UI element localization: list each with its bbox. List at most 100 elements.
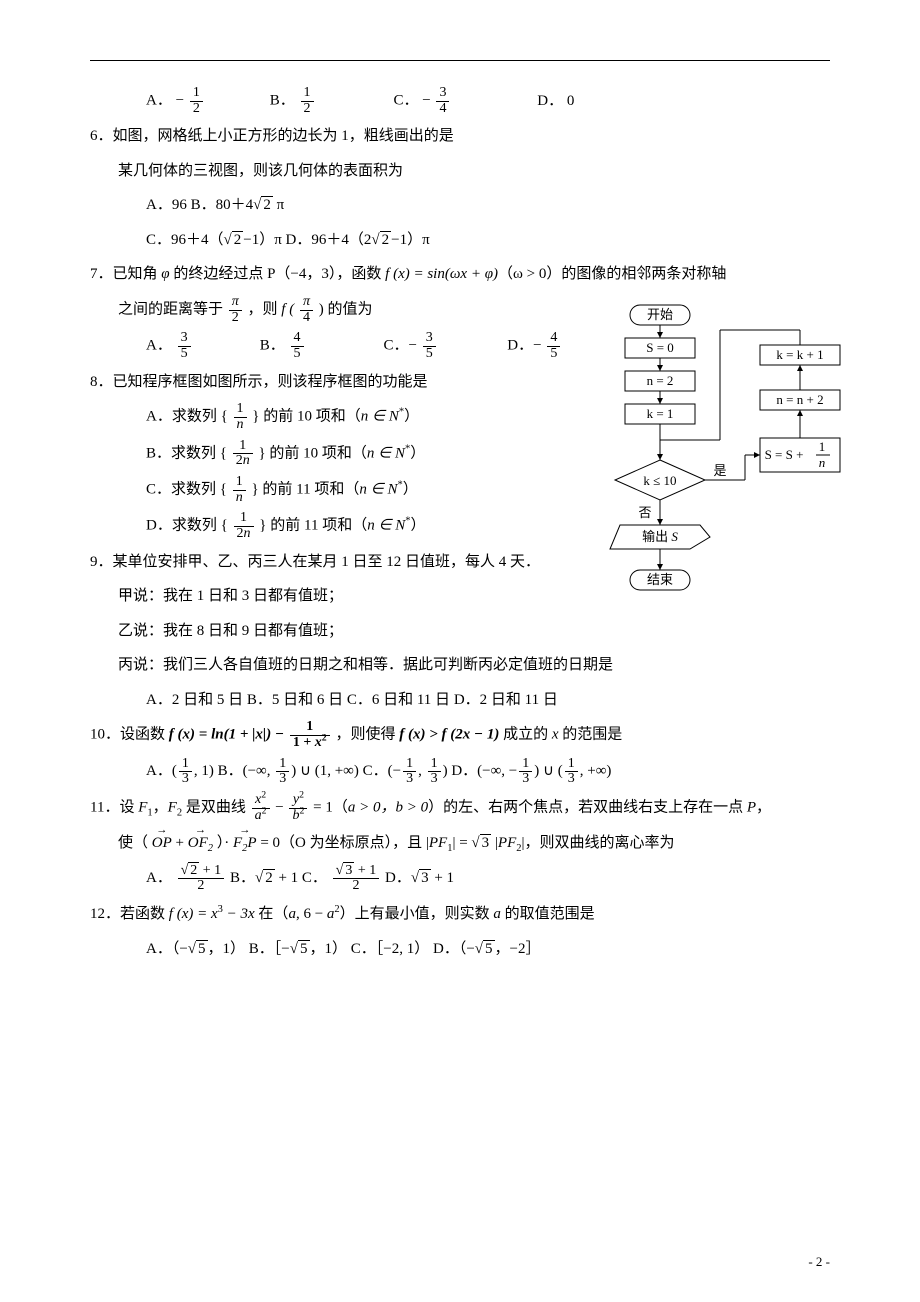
- q6-optC: C．96＋4（2−1）π: [146, 232, 286, 248]
- val: 0: [567, 93, 575, 109]
- q9-options: A．2 日和 5 日 B．5 日和 6 日 C．6 日和 11 日 D．2 日和…: [90, 686, 830, 715]
- frac: 2 + 12: [178, 864, 225, 894]
- q12-optD: D．（−5，−2］: [433, 941, 541, 957]
- t: ）上有最小值，则实数: [340, 906, 494, 922]
- fc-upd-k: k = k + 1: [776, 347, 823, 362]
- q12-line1: 12．若函数 f (x) = x3 − 3x 在（a, 6 − a2）上有最小值…: [90, 900, 830, 929]
- frac: 13: [428, 757, 441, 787]
- t: 已知程序框图如图所示，则该程序框图的功能是: [113, 374, 428, 390]
- t: ，: [153, 800, 168, 816]
- q6-optA: A．96: [146, 197, 187, 213]
- label: D．(−∞, −: [451, 763, 517, 779]
- label: D．: [537, 93, 563, 109]
- frac: 13: [179, 757, 192, 787]
- t: ，1）: [310, 941, 348, 957]
- qnum: 8．: [90, 374, 113, 390]
- page-number: - 2 -: [808, 1254, 830, 1270]
- pre: D．求数列 {: [146, 518, 228, 534]
- fc-cond: k ≤ 10: [643, 473, 676, 488]
- t: 之间的距离等于: [118, 302, 227, 318]
- qnum: 12．: [90, 906, 120, 922]
- F2: F: [168, 800, 177, 816]
- label: A．: [146, 93, 172, 109]
- t: 的终边经过点 P（−4，3），函数: [170, 266, 386, 282]
- t: 是双曲线: [182, 800, 246, 816]
- q10-options: A．(13, 1) B．(−∞, 13) ∪ (1, +∞) C．(−13, 1…: [90, 757, 830, 787]
- fc-yes: 是: [713, 463, 726, 478]
- post: −1）π: [391, 232, 430, 248]
- a3: a: [493, 906, 501, 922]
- end: ）: [403, 482, 418, 498]
- q11-line1: 11．设 F1，F2 是双曲线 x2a2 − y2b2 = 1（a > 0，b …: [90, 793, 830, 823]
- frac: 13: [403, 757, 416, 787]
- label: B．［−: [249, 941, 290, 957]
- neg: −: [533, 338, 541, 354]
- t: 的取值范围是: [501, 906, 595, 922]
- fc-end: 结束: [647, 572, 673, 587]
- cond: n ∈ N: [359, 482, 397, 498]
- fc-start: 开始: [647, 307, 673, 322]
- qnum: 10．: [90, 727, 120, 743]
- q6-row2: C．96＋4（2−1）π D．96＋4（22−1）π: [90, 226, 830, 255]
- sqrt-icon: 5: [475, 935, 495, 964]
- phi: φ: [161, 266, 169, 282]
- t: + 1: [431, 870, 454, 886]
- q7-optB: B． 45: [260, 331, 380, 361]
- label: A．: [146, 338, 172, 354]
- q7-line1: 7．已知角 φ 的终边经过点 P（−4，3），函数 f (x) = sin(ωx…: [90, 260, 830, 289]
- qnum: 11．: [90, 800, 119, 816]
- t: |，则双曲线的离心率为: [522, 835, 675, 851]
- t: ，则: [248, 302, 282, 318]
- post: π: [273, 197, 284, 213]
- sqrt-icon: 3: [471, 829, 491, 858]
- t: ) 的值为: [319, 302, 373, 318]
- q11-optD: D．3 + 1: [385, 870, 454, 886]
- fc-out-pre: 输出: [642, 529, 671, 544]
- label: B．(−∞,: [218, 763, 275, 779]
- label: D．（−: [433, 941, 475, 957]
- frac: 12: [190, 86, 203, 116]
- frac: 1n: [234, 402, 247, 432]
- a: a: [288, 906, 296, 922]
- q7-optD: D．− 45: [507, 331, 562, 361]
- t: 设函数: [120, 727, 169, 743]
- t: ）·: [217, 835, 233, 851]
- t: ）的左、右两个焦点，若双曲线右支上存在一点: [428, 800, 747, 816]
- end: ）: [411, 518, 426, 534]
- q11-line2: 使（ OP + OF2 ）· F2P = 0（O 为坐标原点），且 |PF1| …: [90, 829, 830, 858]
- sqrt-icon: 2: [255, 864, 275, 893]
- sqrt-icon: 2: [253, 191, 273, 220]
- t: ) ∪ (: [534, 763, 562, 779]
- frac: 13: [519, 757, 532, 787]
- q5-optD: D． 0: [537, 87, 574, 116]
- vec-OF2: OF2: [188, 829, 213, 858]
- t: = 1（: [313, 800, 348, 816]
- frac: 1n: [233, 475, 246, 505]
- t: ，1）: [208, 941, 246, 957]
- page: A． − 12 B． 12 C． − 34 D． 0 6．如图，网格纸上小正方形…: [0, 0, 920, 1300]
- text: 如图，网格纸上小正方形的边长为 1，粗线画出的是: [113, 128, 454, 144]
- q10-optD: D．(−∞, −13) ∪ (13, +∞): [451, 763, 611, 779]
- pre: C．96＋4（: [146, 232, 224, 248]
- label: C．(−: [363, 763, 401, 779]
- fc-s0: S = 0: [646, 340, 674, 355]
- q7-optC: C．− 35: [384, 331, 504, 361]
- post: } 的前 10 项和（: [258, 445, 366, 461]
- t: ): [443, 763, 448, 779]
- sqrt-icon: 2: [371, 226, 391, 255]
- q11-optB: B．2 + 1: [230, 870, 302, 886]
- t: 若函数: [120, 906, 169, 922]
- frac: x2a2: [252, 793, 270, 823]
- frac: 34: [436, 86, 449, 116]
- P: P: [747, 800, 756, 816]
- q6-line2: 某几何体的三视图，则该几何体的表面积为: [90, 157, 830, 186]
- sqrt-icon: 2: [224, 226, 244, 255]
- F1: F: [138, 800, 147, 816]
- q5-options: A． − 12 B． 12 C． − 34 D． 0: [90, 86, 830, 116]
- q5-optC: C． − 34: [394, 86, 534, 116]
- label: A．（−: [146, 941, 188, 957]
- pre: B．80＋4: [191, 197, 254, 213]
- t: 在（: [255, 906, 289, 922]
- frac: 13: [565, 757, 578, 787]
- post: −1）π: [243, 232, 282, 248]
